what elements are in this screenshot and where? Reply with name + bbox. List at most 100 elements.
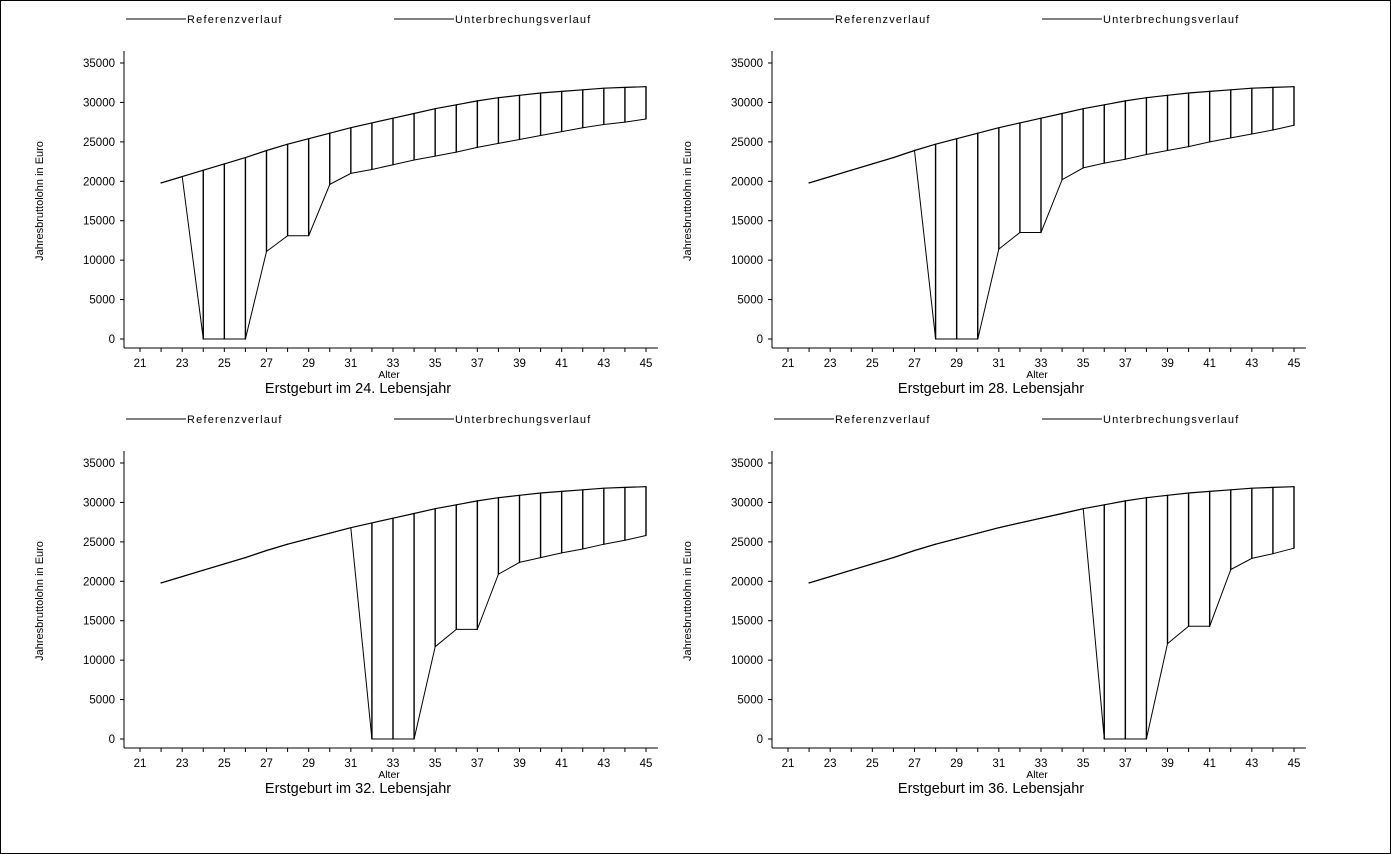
y-tick-label: 25000: [731, 537, 763, 549]
point-unterbrechungsverlauf: [956, 338, 958, 340]
x-tick-label: 25: [866, 358, 879, 370]
y-tick-label: 0: [757, 334, 763, 346]
x-tick-label: 25: [866, 758, 879, 770]
point-unterbrechungsverlauf: [582, 127, 584, 129]
point-referenzverlauf: [1103, 104, 1105, 106]
point-referenzverlauf: [223, 163, 225, 165]
point-referenzverlauf: [934, 143, 937, 145]
point-unterbrechungsverlauf: [413, 159, 415, 161]
y-tick-label: 35000: [731, 58, 763, 70]
point-referenzverlauf: [624, 486, 626, 489]
x-tick-label: 45: [640, 358, 653, 370]
x-tick-label: 23: [824, 758, 837, 770]
series-line-unterbrechungsverlauf: [808, 508, 1295, 740]
y-tick-label: 25000: [731, 137, 763, 149]
point-unterbrechungsverlauf: [1272, 553, 1274, 555]
point-unterbrechungsverlauf: [871, 563, 873, 565]
point-unterbrechungsverlauf: [1145, 738, 1148, 740]
point-referenzverlauf: [539, 92, 542, 94]
y-tick-label: 5000: [89, 295, 115, 307]
point-referenzverlauf: [1166, 494, 1169, 496]
x-tick-label: 23: [176, 758, 189, 770]
series-line-unterbrechungsverlauf: [160, 527, 647, 740]
legend-label: Referenzverlauf: [187, 414, 283, 426]
x-tick-label: 45: [640, 758, 653, 770]
point-referenzverlauf: [497, 497, 500, 499]
x-tick-label: 43: [1245, 358, 1258, 370]
data-points: [808, 486, 1295, 740]
point-referenzverlauf: [265, 149, 268, 152]
x-tick-label: 35: [429, 758, 442, 770]
point-referenzverlauf: [1082, 108, 1084, 110]
point-referenzverlauf: [603, 87, 605, 89]
gap-bars: [202, 86, 647, 339]
point-unterbrechungsverlauf: [518, 561, 521, 563]
x-tick-label: 45: [1288, 358, 1301, 370]
point-referenzverlauf: [1272, 486, 1274, 489]
x-tick-label: 39: [1161, 758, 1174, 770]
y-tick-label: 5000: [89, 695, 115, 707]
point-referenzverlauf: [371, 522, 373, 524]
point-unterbrechungsverlauf: [223, 563, 225, 565]
legend-label: Unterbrechungsverlauf: [1103, 14, 1239, 26]
y-tick-label: 10000: [83, 255, 115, 267]
point-unterbrechungsverlauf: [1061, 179, 1063, 181]
point-unterbrechungsverlauf: [1124, 158, 1126, 160]
point-referenzverlauf: [392, 117, 394, 119]
point-referenzverlauf: [434, 508, 436, 510]
point-unterbrechungsverlauf: [244, 557, 247, 559]
point-unterbrechungsverlauf: [434, 646, 436, 648]
point-unterbrechungsverlauf: [497, 573, 500, 575]
point-unterbrechungsverlauf: [413, 738, 415, 740]
series-line-referenzverlauf: [808, 486, 1295, 584]
point-unterbrechungsverlauf: [913, 149, 916, 152]
point-referenzverlauf: [455, 504, 457, 506]
point-referenzverlauf: [1293, 86, 1295, 88]
series-line-unterbrechungsverlauf: [808, 124, 1295, 340]
y-axis-label: Jahresbruttolohn in Euro: [34, 541, 46, 661]
point-unterbrechungsverlauf: [1040, 231, 1042, 234]
point-referenzverlauf: [1209, 90, 1211, 92]
point-unterbrechungsverlauf: [1166, 642, 1169, 645]
x-axis-label: Alter: [1026, 769, 1048, 781]
point-unterbrechungsverlauf: [603, 123, 605, 126]
point-referenzverlauf: [582, 89, 584, 91]
point-referenzverlauf: [413, 112, 415, 115]
legend: Referenzverlauf Unterbrechungsverlauf: [774, 14, 1239, 26]
point-unterbrechungsverlauf: [1293, 547, 1295, 549]
point-unterbrechungsverlauf: [892, 557, 895, 559]
x-tick-label: 27: [908, 358, 921, 370]
point-referenzverlauf: [561, 490, 563, 492]
y-tick-label: 35000: [83, 458, 115, 470]
x-tick-label: 29: [950, 758, 963, 770]
x-tick-label: 33: [387, 758, 400, 770]
point-referenzverlauf: [582, 489, 584, 491]
chart-title: Erstgeburt im 32. Lebensjahr: [265, 781, 451, 797]
chart-title: Erstgeburt im 24. Lebensjahr: [265, 381, 451, 397]
point-referenzverlauf: [1145, 97, 1148, 99]
x-tick-label: 35: [1077, 758, 1090, 770]
point-referenzverlauf: [603, 487, 605, 489]
point-unterbrechungsverlauf: [1187, 625, 1190, 627]
chart-title: Erstgeburt im 28. Lebensjahr: [898, 381, 1084, 397]
point-referenzverlauf: [1166, 94, 1169, 96]
x-axis-label: Alter: [378, 369, 400, 381]
x-tick-label: 27: [260, 758, 273, 770]
point-unterbrechungsverlauf: [850, 169, 852, 171]
point-unterbrechungsverlauf: [977, 532, 979, 534]
point-unterbrechungsverlauf: [582, 548, 584, 550]
point-referenzverlauf: [1124, 100, 1126, 102]
x-tick-label: 31: [344, 758, 357, 770]
point-unterbrechungsverlauf: [265, 250, 268, 253]
series-line-referenzverlauf: [160, 86, 647, 184]
point-unterbrechungsverlauf: [1166, 149, 1169, 152]
point-unterbrechungsverlauf: [244, 338, 247, 340]
point-unterbrechungsverlauf: [434, 155, 436, 157]
point-referenzverlauf: [308, 138, 310, 140]
x-tick-label: 39: [513, 358, 526, 370]
data-points: [160, 486, 647, 740]
point-referenzverlauf: [1187, 92, 1190, 94]
chart-panel-2: Referenzverlauf Unterbrechungsverlauf 0 500…: [682, 14, 1306, 397]
point-referenzverlauf: [561, 90, 563, 92]
